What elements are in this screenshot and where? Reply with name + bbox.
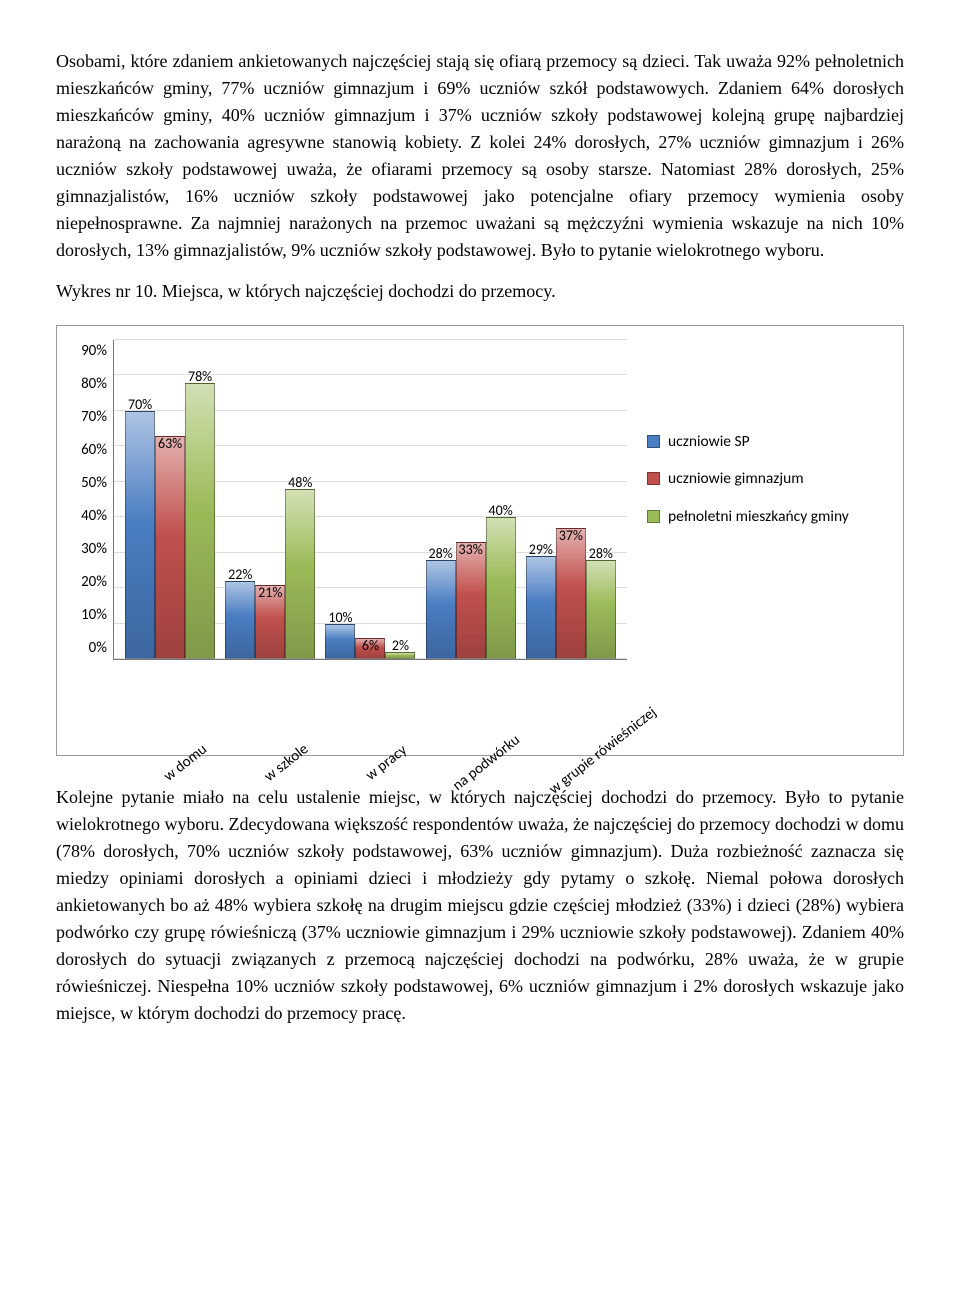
y-axis: 90% 80% 70% 60% 50% 40% 30% 20% 10% 0%	[73, 340, 113, 660]
y-tick: 30%	[73, 538, 107, 561]
bar-label: 22%	[228, 564, 252, 585]
legend-swatch	[647, 472, 660, 485]
bar-group: 70%63%78%	[125, 340, 215, 659]
legend-swatch	[647, 510, 660, 523]
bar: 2%	[385, 652, 415, 659]
bar: 37%	[556, 528, 586, 659]
y-tick: 60%	[73, 439, 107, 462]
bar-label: 6%	[362, 635, 379, 656]
y-tick: 70%	[73, 406, 107, 429]
legend-label: pełnoletni mieszkańcy gminy	[668, 505, 849, 528]
bar-label: 70%	[128, 394, 152, 415]
bar-label: 37%	[559, 525, 583, 546]
bar-label: 78%	[188, 366, 212, 387]
bar: 28%	[426, 560, 456, 659]
bar: 78%	[185, 383, 215, 659]
bar-group: 22%21%48%	[225, 340, 315, 659]
y-tick: 40%	[73, 505, 107, 528]
bar: 70%	[125, 411, 155, 659]
bar: 40%	[486, 517, 516, 659]
bar-label: 2%	[392, 635, 409, 656]
bar-label: 33%	[459, 539, 483, 560]
y-tick: 20%	[73, 571, 107, 594]
bar-label: 63%	[158, 433, 182, 454]
bar: 28%	[586, 560, 616, 659]
plot-area: 70%63%78%22%21%48%10%6%2%28%33%40%29%37%…	[113, 340, 627, 660]
bar: 22%	[225, 581, 255, 659]
bar: 48%	[285, 489, 315, 659]
y-tick: 90%	[73, 340, 107, 363]
y-tick: 10%	[73, 604, 107, 627]
bar-label: 48%	[288, 472, 312, 493]
bar: 21%	[255, 585, 285, 659]
bar-label: 10%	[328, 607, 352, 628]
legend-item: pełnoletni mieszkańcy gminy	[647, 505, 887, 528]
bar-group: 28%33%40%	[426, 340, 516, 659]
bar-group: 29%37%28%	[526, 340, 616, 659]
chart-container: 90%80%70%60%50%40%30%20%10%0% 70%63%78%2…	[56, 325, 904, 756]
legend-label: uczniowie SP	[668, 430, 750, 453]
paragraph-1: Osobami, które zdaniem ankietowanych naj…	[56, 48, 904, 264]
legend-item: uczniowie gimnazjum	[647, 467, 887, 490]
bar-label: 40%	[489, 500, 513, 521]
y-tick: 80%	[73, 373, 107, 396]
bar-label: 21%	[258, 582, 282, 603]
bar-label: 29%	[529, 539, 553, 560]
chart-legend: uczniowie SP uczniowie gimnazjum pełnoletn…	[627, 430, 887, 749]
bar: 10%	[325, 624, 355, 659]
paragraph-2: Kolejne pytanie miało na celu ustalenie …	[56, 784, 904, 1027]
bar: 6%	[355, 638, 385, 659]
bar: 29%	[526, 556, 556, 659]
bar-label: 28%	[429, 543, 453, 564]
bar: 63%	[155, 436, 185, 659]
chart-caption: Wykres nr 10. Miejsca, w których najczęś…	[56, 278, 904, 305]
bar-group: 10% 6% 2%	[325, 340, 415, 659]
y-tick: 50%	[73, 472, 107, 495]
bar-label: 28%	[589, 543, 613, 564]
x-axis-labels: w domuw szkolew pracyna podwórkuw grupie…	[113, 720, 627, 749]
legend-item: uczniowie SP	[647, 430, 887, 453]
y-tick: 0%	[73, 637, 107, 660]
legend-label: uczniowie gimnazjum	[668, 467, 804, 490]
legend-swatch	[647, 435, 660, 448]
bar: 33%	[456, 542, 486, 659]
